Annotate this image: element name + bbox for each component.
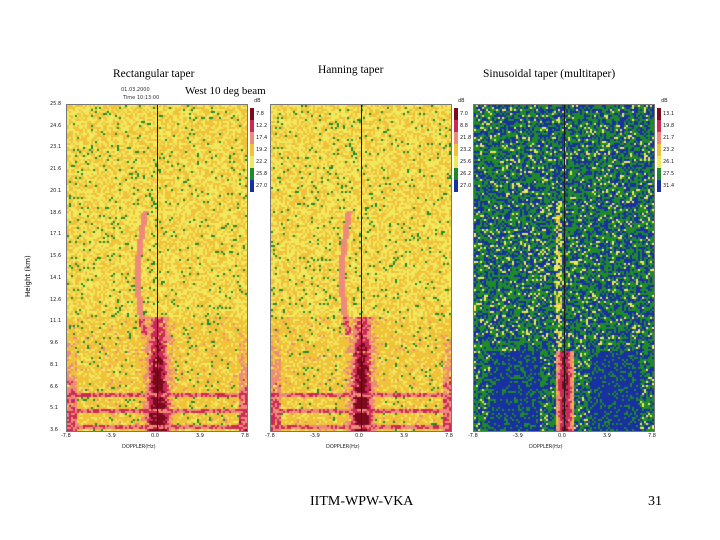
- colorbar-tick-label: 23.2: [663, 147, 675, 153]
- x-tick-label: 3.9: [196, 433, 204, 439]
- colorbar-tick-label: 7.8: [256, 111, 264, 117]
- colorbar-swatch: [657, 156, 661, 168]
- x-axis-title: DOPPLER(Hz): [326, 444, 360, 450]
- x-tick-label: 7.8: [648, 433, 656, 439]
- colorbar-swatch: [250, 120, 254, 132]
- x-tick-label: 7.8: [445, 433, 453, 439]
- colorbar-tick-label: 19.2: [256, 147, 268, 153]
- x-tick-label: -3.9: [106, 433, 116, 439]
- colorbar-swatch: [454, 168, 458, 180]
- colorbar-swatch: [250, 108, 254, 120]
- colorbar-unit: dB: [458, 98, 465, 104]
- colorbar-tick-label: 25.8: [256, 171, 268, 177]
- colorbar-tick-label: 27.0: [460, 183, 472, 189]
- colorbar-swatch: [657, 168, 661, 180]
- y-tick-label: 3.6: [50, 427, 58, 433]
- x-tick-label: -3.9: [310, 433, 320, 439]
- colorbar-tick-label: 21.7: [663, 135, 675, 141]
- panel-2-title: Hanning taper: [318, 64, 384, 76]
- x-tick-label: 0.0: [355, 433, 363, 439]
- zero-doppler-line-1: [157, 105, 158, 431]
- colorbar-swatch: [657, 144, 661, 156]
- y-tick-label: 21.6: [50, 166, 62, 173]
- time-label: Time 10:13:00: [123, 95, 160, 101]
- y-tick-label: 14.1: [50, 274, 62, 281]
- y-tick-label: 23.1: [50, 144, 62, 151]
- colorbar-swatch: [454, 144, 458, 156]
- y-tick-label: 12.6: [50, 296, 62, 303]
- heatmap-panel-2: [270, 104, 452, 432]
- colorbar-tick-label: 7.0: [460, 111, 468, 117]
- x-tick-label: -3.9: [513, 433, 523, 439]
- y-tick-label: 8.1: [50, 361, 58, 368]
- zero-doppler-line-3: [564, 105, 565, 431]
- colorbar-swatch: [250, 180, 254, 192]
- colorbar-tick-label: 26.1: [663, 159, 675, 165]
- y-tick-label: 15.6: [50, 253, 62, 260]
- colorbar-tick-label: 12.2: [256, 123, 268, 129]
- colorbar-swatch: [454, 132, 458, 144]
- x-tick-label: 0.0: [151, 433, 159, 439]
- y-tick-label: 5.1: [50, 405, 58, 412]
- colorbar-swatch: [250, 132, 254, 144]
- colorbar-unit: dB: [254, 98, 261, 104]
- colorbar-unit: dB: [661, 98, 668, 104]
- colorbar-swatch: [454, 108, 458, 120]
- y-tick-label: 6.6: [50, 383, 58, 390]
- colorbar-tick-label: 27.5: [663, 171, 675, 177]
- colorbar-tick-label: 21.8: [460, 135, 472, 141]
- colorbar-swatch: [250, 144, 254, 156]
- y-tick-label: 24.6: [50, 122, 62, 129]
- x-tick-label: -7.8: [61, 433, 71, 439]
- y-tick-label: 20.1: [50, 187, 62, 194]
- y-tick-label: 17.1: [50, 231, 62, 238]
- date-label: 01.03.2000: [121, 87, 150, 93]
- footer-text: IITM-WPW-VKA: [310, 494, 414, 509]
- panel-1-title: Rectangular taper: [113, 68, 195, 80]
- heatmap-panel-1: [66, 104, 248, 432]
- y-axis-label: Height (km): [24, 255, 32, 297]
- colorbar-tick-label: 31.4: [663, 183, 675, 189]
- beam-label: West 10 deg beam: [185, 85, 266, 97]
- x-axis-title: DOPPLER(Hz): [529, 444, 563, 450]
- colorbar-swatch: [657, 108, 661, 120]
- colorbar-swatch: [657, 132, 661, 144]
- colorbar-swatch: [657, 180, 661, 192]
- y-tick-label: 25.8: [50, 101, 62, 107]
- zero-doppler-line-2: [361, 105, 362, 431]
- colorbar-tick-label: 25.6: [460, 159, 472, 165]
- x-tick-label: 0.0: [558, 433, 566, 439]
- x-tick-label: 3.9: [400, 433, 408, 439]
- y-tick-label: 9.6: [50, 340, 58, 347]
- colorbar-swatch: [250, 156, 254, 168]
- colorbar-tick-label: 19.8: [663, 123, 675, 129]
- colorbar-tick-label: 26.2: [460, 171, 472, 177]
- x-tick-label: -7.8: [265, 433, 275, 439]
- x-axis-title: DOPPLER(Hz): [122, 444, 156, 450]
- panel-3-title: Sinusoidal taper (multitaper): [483, 68, 616, 80]
- colorbar-tick-label: 22.2: [256, 159, 268, 165]
- x-tick-label: 7.8: [241, 433, 249, 439]
- colorbar-swatch: [454, 180, 458, 192]
- colorbar-tick-label: 23.2: [460, 147, 472, 153]
- y-tick-label: 18.6: [50, 209, 62, 216]
- colorbar-swatch: [454, 120, 458, 132]
- colorbar-tick-label: 17.4: [256, 135, 268, 141]
- colorbar-swatch: [657, 120, 661, 132]
- colorbar-tick-label: 27.0: [256, 183, 268, 189]
- y-tick-label: 11.1: [50, 318, 62, 325]
- colorbar-swatch: [250, 168, 254, 180]
- x-tick-label: 3.9: [603, 433, 611, 439]
- page-number: 31: [648, 494, 662, 509]
- colorbar-tick-label: 13.1: [663, 111, 675, 117]
- x-tick-label: -7.8: [468, 433, 478, 439]
- heatmap-panel-3: [473, 104, 655, 432]
- colorbar-tick-label: 8.8: [460, 123, 468, 129]
- colorbar-swatch: [454, 156, 458, 168]
